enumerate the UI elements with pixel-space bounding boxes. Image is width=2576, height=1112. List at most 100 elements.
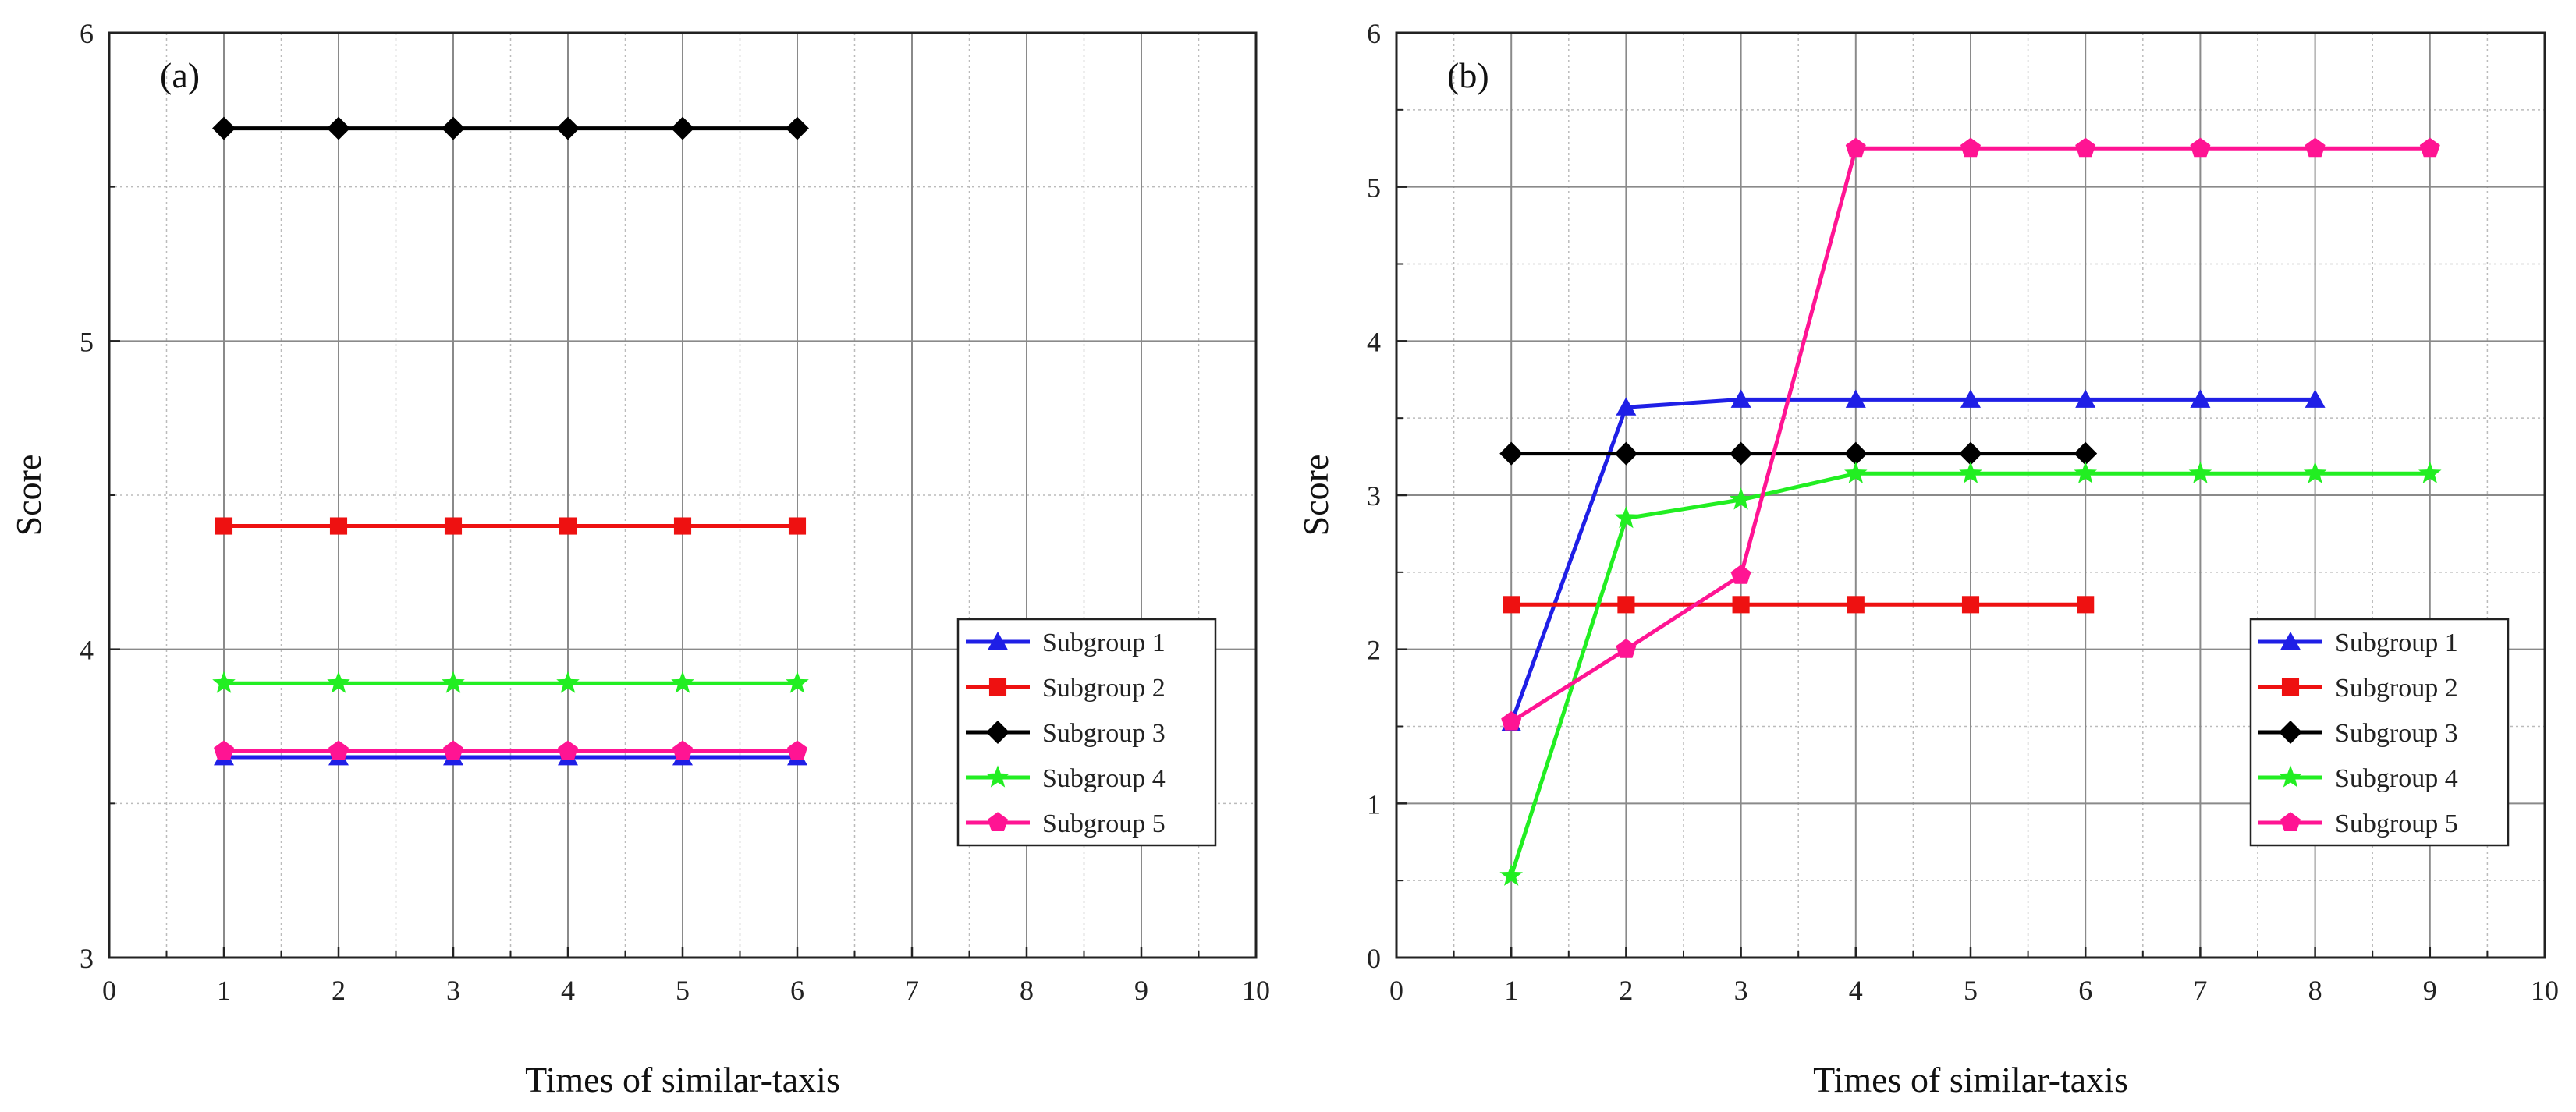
data-point [2418,461,2442,483]
legend-item-subgroup-5: Subgroup 5 [2258,809,2458,838]
legend-label: Subgroup 2 [2335,674,2458,703]
data-point [2190,137,2211,158]
data-point [1499,863,1523,886]
data-point [2305,137,2326,158]
x-tick-label: 5 [676,975,690,1006]
legend-item-subgroup-1: Subgroup 1 [2258,629,2458,657]
data-point [443,740,463,760]
data-point [1959,441,1982,466]
y-tick-label: 5 [80,326,94,357]
x-tick-label: 9 [2423,975,2437,1006]
data-point [786,116,809,140]
data-point [1499,441,1524,466]
x-tick-label: 7 [2193,975,2207,1006]
data-point [1730,389,1751,408]
x-tick-label: 3 [446,975,460,1006]
panel-label: (a) [160,55,200,95]
x-tick-label: 4 [561,975,575,1006]
x-tick-label: 3 [1734,975,1748,1006]
x-tick-label: 2 [332,975,346,1006]
data-point [442,671,465,693]
legend: Subgroup 1 Subgroup 2 Subgroup 3 Subgroup 4… [956,618,1217,847]
data-point [214,740,234,760]
data-point [1845,389,1866,408]
series-subgroup-2 [215,517,807,535]
legend-label: Subgroup 3 [1042,719,1166,748]
data-point [556,116,580,140]
data-point [1845,137,1866,158]
legend-marker [2280,812,2301,831]
y-tick-label: 5 [1367,172,1381,204]
data-point [444,517,463,535]
series-subgroup-2 [1503,596,2095,614]
x-tick-label: 2 [1619,975,1633,1006]
data-point [2419,137,2440,158]
y-tick-label: 6 [80,18,94,49]
data-point [1730,565,1751,584]
legend-label: Subgroup 4 [1042,764,1166,793]
data-point [212,671,236,693]
legend-marker [988,678,1007,696]
data-point [2077,596,2095,614]
y-axis-title: Score [1296,455,1336,537]
data-point [558,740,578,760]
y-tick-label: 6 [1367,18,1381,49]
data-point [1501,710,1522,731]
y-tick-label: 2 [1367,635,1381,666]
legend-item-subgroup-4: Subgroup 4 [966,764,1166,793]
legend-label: Subgroup 5 [2335,809,2458,838]
data-point [2074,461,2097,483]
x-tick-label: 10 [2531,975,2559,1006]
data-point [1616,397,1637,416]
x-tick-label: 4 [1849,975,1863,1006]
series-subgroup-5 [1501,137,2440,731]
data-point [1616,639,1637,658]
data-point [787,740,807,760]
data-point [1503,596,1520,614]
data-point [1614,506,1638,529]
x-tick-label: 10 [1242,975,1270,1006]
data-point [2303,461,2327,483]
x-tick-label: 7 [905,975,919,1006]
data-point [788,517,807,535]
data-point [786,671,809,693]
legend-item-subgroup-1: Subgroup 1 [966,629,1166,657]
x-tick-label: 9 [1134,975,1148,1006]
data-point [328,740,349,760]
data-point [442,116,465,140]
data-point [329,517,348,535]
series-subgroup-4 [1499,461,2442,886]
series-subgroup-1 [1501,389,2326,731]
legend-box [956,618,1217,847]
ticks: 0 1 2 3 4 5 6 7 8 9 10 3 4 5 6 [80,18,1270,1006]
data-point [671,671,694,693]
x-tick-label: 1 [1504,975,1518,1006]
y-tick-label: 4 [80,635,94,666]
legend-label: Subgroup 4 [2335,764,2458,793]
y-tick-label: 1 [1367,788,1381,820]
series-subgroup-3 [212,116,809,140]
legend-item-subgroup-3: Subgroup 3 [2258,719,2458,748]
data-point [2188,461,2212,483]
legend-item-subgroup-4: Subgroup 4 [2258,764,2458,793]
data-point [2305,389,2326,408]
data-point [1729,487,1753,510]
data-point [215,517,233,535]
legend-marker [988,632,1008,650]
legend-marker [986,765,1009,788]
data-point [559,517,577,535]
data-point [2075,389,2096,408]
x-axis-title: Times of similar-taxis [525,1060,840,1100]
legend-item-subgroup-3: Subgroup 3 [966,719,1166,748]
y-tick-label: 4 [1367,326,1381,357]
x-tick-label: 0 [1389,975,1403,1006]
series-subgroup-5 [214,740,807,760]
data-point [1959,461,1982,483]
x-tick-label: 5 [1964,975,1978,1006]
panel-label: (b) [1447,55,1489,95]
legend-label: Subgroup 1 [2335,629,2458,657]
legend-item-subgroup-2: Subgroup 2 [2258,674,2458,703]
data-point [1614,441,1638,466]
data-point [212,116,236,140]
ticks: 0 1 2 3 4 5 6 7 8 9 10 0 1 2 3 4 5 6 [1367,18,2559,1006]
